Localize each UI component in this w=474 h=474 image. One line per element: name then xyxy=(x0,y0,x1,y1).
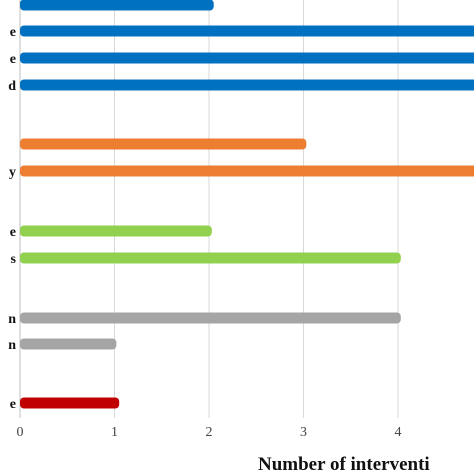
bar xyxy=(20,252,401,264)
x-tick-label: 0 xyxy=(17,425,24,440)
bar xyxy=(20,225,212,237)
bar xyxy=(20,0,214,11)
x-tick-labels: 0 1 2 3 4 xyxy=(17,425,402,440)
bars-group xyxy=(20,0,474,409)
x-tick-label: 4 xyxy=(395,425,402,440)
bar xyxy=(20,52,474,64)
bar xyxy=(20,397,120,409)
bar xyxy=(20,165,474,177)
category-label: n xyxy=(8,312,16,327)
x-tick-label: 1 xyxy=(111,425,118,440)
bar xyxy=(20,25,474,37)
bar xyxy=(20,138,307,150)
bar xyxy=(20,79,474,91)
x-axis-title: Number of interventi xyxy=(258,454,430,474)
bar xyxy=(20,338,117,350)
category-label: e xyxy=(10,225,16,240)
category-label: n xyxy=(8,338,16,353)
x-tick-label: 3 xyxy=(300,425,307,440)
category-label: e xyxy=(10,397,16,412)
category-label: s xyxy=(11,252,17,267)
category-label: e xyxy=(10,25,16,40)
x-tick-label: 2 xyxy=(206,425,213,440)
category-label: e xyxy=(10,52,16,67)
bar xyxy=(20,312,401,324)
category-label: d xyxy=(8,79,16,94)
category-label: y xyxy=(9,165,16,180)
